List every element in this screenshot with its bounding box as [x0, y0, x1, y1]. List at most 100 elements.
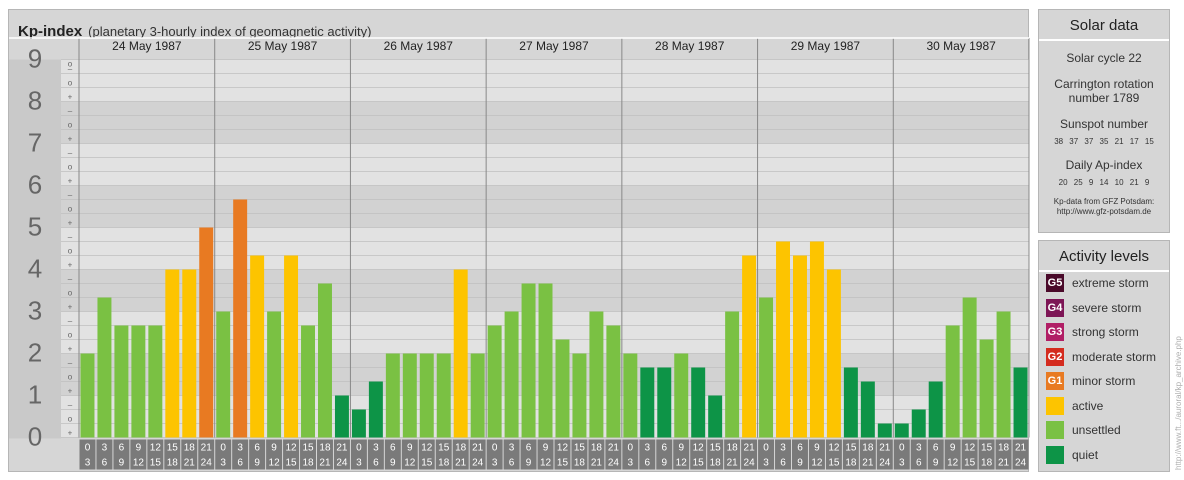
interval-start-label: 21 — [879, 443, 891, 454]
interval-box — [775, 439, 791, 470]
interval-box — [639, 439, 656, 470]
kp-bar — [301, 325, 315, 438]
y-subtick-label: – — [68, 107, 73, 116]
interval-start-label: 15 — [710, 443, 722, 454]
kp-bar — [284, 255, 299, 438]
legend-swatch: G3 — [1046, 323, 1064, 341]
interval-end-label: 6 — [237, 458, 243, 469]
interval-start-label: 6 — [119, 443, 125, 454]
interval-box — [350, 439, 367, 470]
y-subtick-label: + — [68, 135, 73, 144]
y-subtick-label: + — [68, 303, 73, 312]
sunspot-values: 38 37 37 35 21 17 15 — [1054, 137, 1154, 146]
interval-end-label: 18 — [574, 458, 586, 469]
interval-start-label: 21 — [744, 443, 756, 454]
y-subtick-label: o — [68, 121, 73, 130]
interval-start-label: 9 — [543, 443, 549, 454]
y-tick-label: 6 — [28, 170, 42, 200]
interval-end-label: 3 — [356, 458, 362, 469]
interval-box — [842, 439, 859, 470]
kp-bar — [402, 353, 417, 438]
interval-box — [927, 439, 944, 470]
interval-start-label: 9 — [814, 443, 820, 454]
interval-end-label: 15 — [557, 458, 569, 469]
interval-box — [758, 439, 775, 470]
interval-box — [1012, 439, 1029, 470]
kp-bar — [555, 339, 570, 438]
kp-bar — [233, 199, 248, 438]
kp-bar — [657, 367, 672, 438]
interval-start-label: 9 — [950, 443, 956, 454]
y-tick-label: 7 — [28, 128, 42, 158]
legend-swatch — [1046, 421, 1064, 439]
interval-box — [520, 439, 537, 470]
interval-end-label: 18 — [710, 458, 722, 469]
interval-end-label: 3 — [492, 458, 498, 469]
interval-box — [317, 439, 333, 470]
interval-end-label: 24 — [744, 458, 756, 469]
interval-start-label: 6 — [390, 443, 396, 454]
kp-bar — [199, 227, 214, 438]
kp-bar — [928, 381, 943, 438]
legend-swatch: G1 — [1046, 372, 1064, 390]
interval-box — [944, 439, 961, 470]
kp-bar — [809, 241, 824, 438]
interval-box — [656, 439, 673, 470]
kp-bar — [725, 311, 740, 438]
kp-bar — [826, 269, 841, 438]
kp-bar — [691, 367, 706, 438]
interval-end-label: 24 — [879, 458, 891, 469]
interval-end-label: 3 — [220, 458, 226, 469]
interval-end-label: 12 — [540, 458, 552, 469]
y-tick-label: 5 — [28, 212, 42, 242]
y-axis-band — [9, 59, 61, 439]
interval-box — [164, 439, 181, 470]
y-subtick-label: + — [68, 93, 73, 102]
interval-end-label: 9 — [254, 458, 260, 469]
interval-box — [198, 439, 215, 470]
kp-bar — [114, 325, 129, 438]
legend-label: minor storm — [1072, 374, 1136, 388]
interval-box — [300, 439, 316, 470]
solar-cycle: Solar cycle 22 — [1066, 51, 1142, 65]
day-label: 28 May 1987 — [655, 39, 725, 53]
interval-end-label: 12 — [269, 458, 281, 469]
interval-end-label: 15 — [150, 458, 162, 469]
kp-bar — [538, 283, 553, 438]
day-label: 27 May 1987 — [519, 39, 589, 53]
interval-start-label: 15 — [981, 443, 993, 454]
interval-end-label: 6 — [780, 458, 786, 469]
y-subtick-label: o — [68, 205, 73, 214]
interval-start-label: 21 — [1015, 443, 1027, 454]
interval-start-label: 21 — [472, 443, 484, 454]
interval-end-label: 21 — [727, 458, 739, 469]
kp-bar — [759, 297, 774, 438]
legend-swatch: G2 — [1046, 347, 1064, 366]
interval-box — [876, 439, 893, 470]
interval-start-label: 21 — [201, 443, 213, 454]
interval-end-label: 6 — [373, 458, 379, 469]
kp-bar — [267, 311, 282, 438]
y-subtick-label: o — [68, 331, 73, 340]
interval-start-label: 3 — [645, 443, 651, 454]
interval-end-label: 24 — [201, 458, 213, 469]
interval-box — [893, 439, 910, 470]
sunspot-title: Sunspot number — [1059, 117, 1149, 131]
credit-link[interactable]: http://www.gfz-potsdam.de — [1056, 207, 1152, 216]
chart-title-text: Kp-index — [18, 23, 83, 40]
kp-bar — [385, 353, 400, 438]
kp-band — [61, 101, 1029, 144]
interval-start-label: 6 — [797, 443, 803, 454]
kp-bar — [708, 395, 723, 438]
legend-swatch: G4 — [1046, 298, 1064, 317]
interval-start-label: 9 — [407, 443, 413, 454]
day-label: 24 May 1987 — [112, 39, 182, 53]
interval-box — [147, 439, 164, 470]
y-subtick-label: + — [68, 387, 73, 396]
interval-end-label: 18 — [981, 458, 993, 469]
y-tick-label: 0 — [28, 422, 42, 452]
interval-start-label: 15 — [438, 443, 450, 454]
interval-start-label: 18 — [998, 443, 1010, 454]
interval-end-label: 24 — [472, 458, 484, 469]
carrington-line2: number 1789 — [1068, 91, 1140, 105]
